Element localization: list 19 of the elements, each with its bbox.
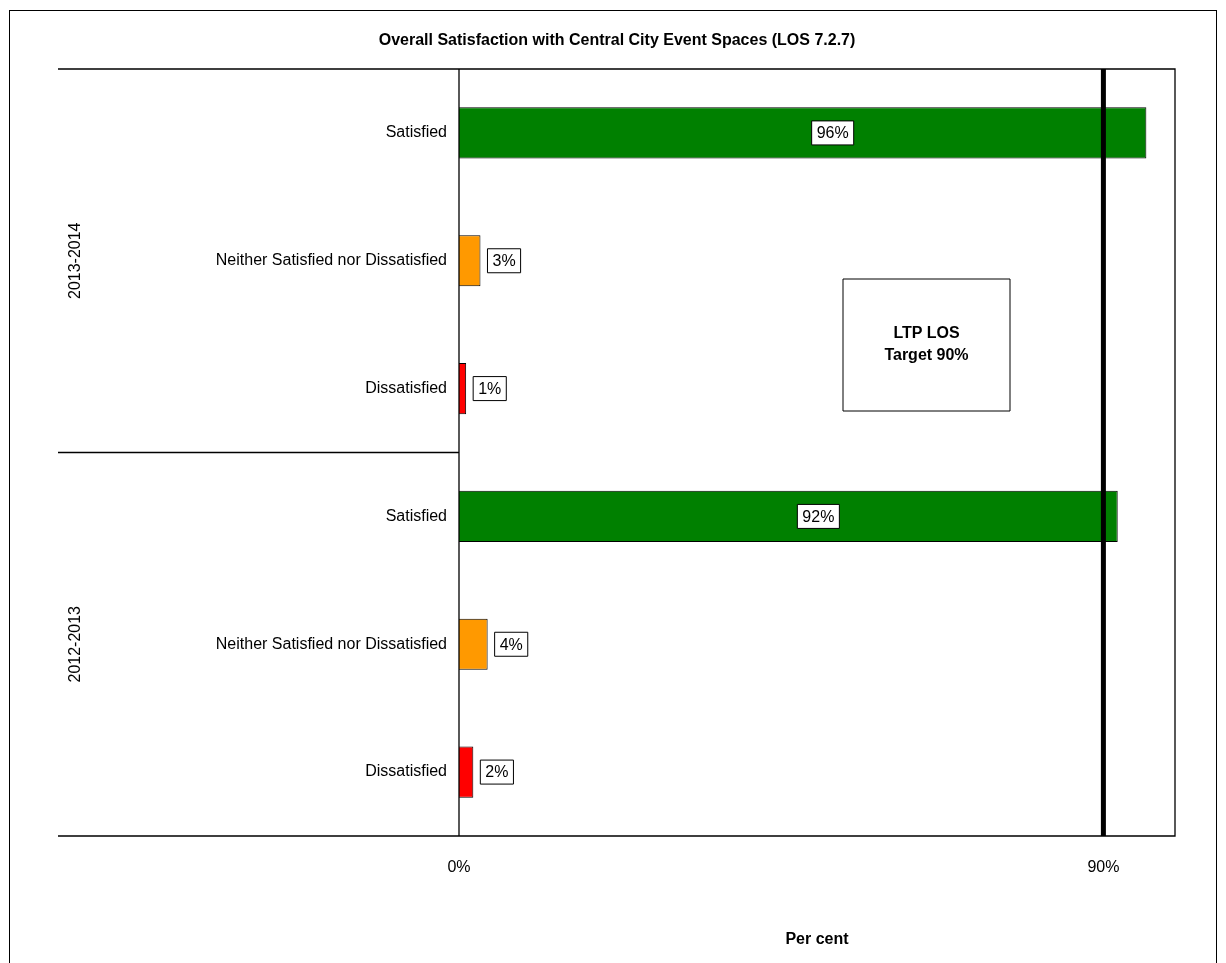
data-label: 3%	[492, 252, 516, 270]
x-tick-label: 90%	[1087, 858, 1120, 876]
ref-line-label: LTP LOS Target 90%	[884, 324, 969, 364]
text: 2013-2014	[66, 222, 84, 300]
text: 2012-2013	[66, 605, 84, 683]
data-label: 4%	[499, 635, 523, 653]
chart-title: Overall Satisfaction with Central City Event Spaces (LOS 7.2.7)	[378, 31, 856, 49]
y-tick-label: Neither Satisfied nor Dissatisfied	[215, 634, 447, 652]
data-label: 1%	[478, 379, 502, 397]
y-tick-label: Satisfied	[385, 506, 447, 524]
y-tick-label: Dissatisfied	[365, 378, 447, 396]
x-tick-label: 0%	[447, 858, 471, 876]
y-tick-label: Satisfied	[385, 123, 447, 141]
x-axis-title: Per cent	[785, 929, 850, 947]
y-tick-label: Dissatisfied	[365, 762, 447, 780]
y-tick-label: Neither Satisfied nor Dissatisfied	[215, 251, 447, 269]
data-label: 96%	[816, 124, 849, 142]
data-label: 2%	[485, 763, 509, 781]
data-label: 92%	[802, 507, 835, 525]
